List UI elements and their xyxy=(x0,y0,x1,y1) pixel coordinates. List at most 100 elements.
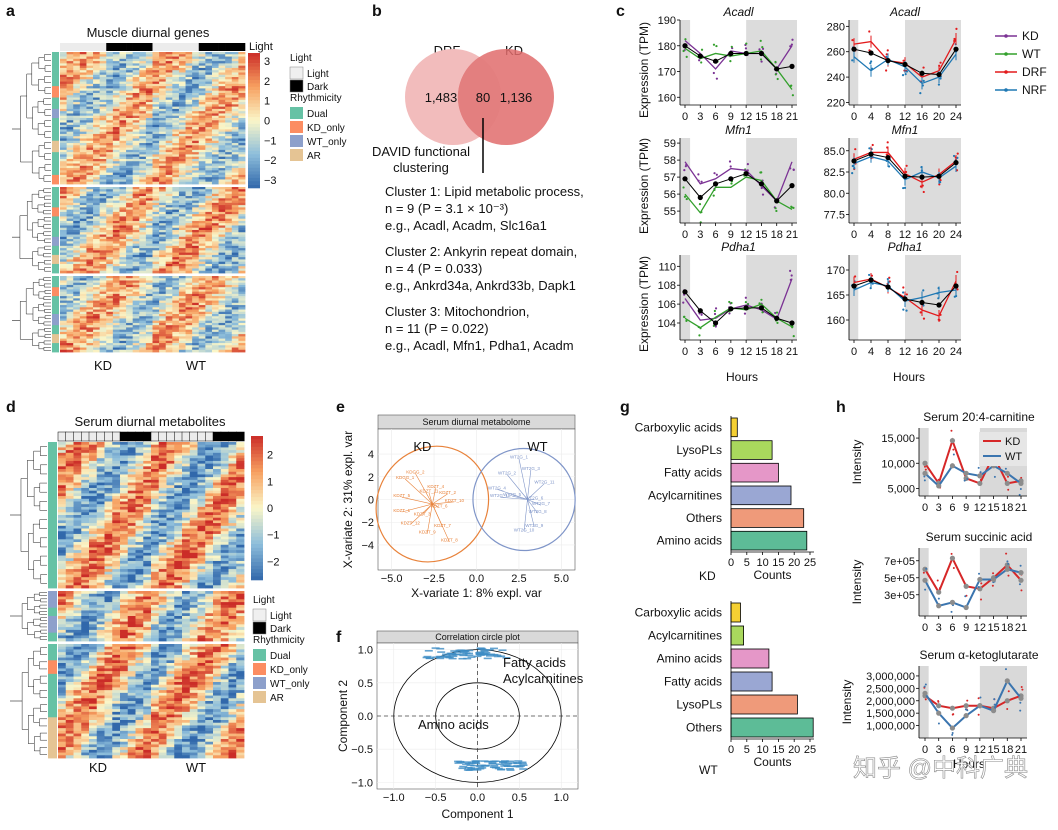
heatmap-cell xyxy=(238,163,246,167)
heatmap-cell xyxy=(185,97,193,101)
heatmap-cell xyxy=(66,191,74,195)
heatmap-cell xyxy=(66,81,74,85)
light-dark-cell xyxy=(66,43,74,51)
heatmap-cell xyxy=(99,239,107,242)
heatmap-cell xyxy=(165,311,173,315)
venn-overlap xyxy=(457,56,502,138)
heatmap-cell xyxy=(66,280,74,284)
heatmap-cell xyxy=(198,181,206,185)
heatmap-cell xyxy=(60,120,68,123)
heatmap-cell xyxy=(66,111,74,114)
heatmap-cell xyxy=(192,223,200,226)
heatmap-cell xyxy=(132,291,140,295)
heatmap-cell xyxy=(172,189,180,192)
heatmap-cell xyxy=(231,327,239,331)
heatmap-cell xyxy=(220,466,229,470)
heatmap-cell xyxy=(93,276,101,279)
heatmap-cell xyxy=(211,266,219,269)
heatmap-cell xyxy=(106,165,114,169)
heatmap-cell xyxy=(86,156,94,160)
heatmap-cell xyxy=(178,86,186,89)
heatmap-cell xyxy=(60,65,68,69)
heatmap-cell xyxy=(126,163,134,167)
heatmap-cell xyxy=(132,234,140,238)
heatmap-cell xyxy=(198,284,206,288)
heatmap-cell xyxy=(86,191,94,195)
heatmap-cell xyxy=(172,187,180,190)
heatmap-cell xyxy=(218,309,226,313)
heatmap-cell xyxy=(192,127,200,130)
heatmap-cell xyxy=(93,340,101,344)
heatmap-cell xyxy=(165,239,173,242)
heatmap-cell xyxy=(119,113,127,117)
heatmap-cell xyxy=(93,307,101,310)
heatmap-cell xyxy=(126,243,134,247)
colorbar-segment xyxy=(248,167,260,172)
heatmap-cell xyxy=(60,329,68,333)
heatmap-cell xyxy=(139,223,147,226)
colorbar-tick-label: 1 xyxy=(264,96,270,108)
heatmap-cell xyxy=(185,334,193,337)
rhythmicity-cell xyxy=(48,555,57,559)
heatmap-cell xyxy=(205,218,213,222)
light-dark-cell xyxy=(65,431,75,442)
heatmap-cell xyxy=(198,261,206,265)
rhythmicity-cell xyxy=(52,106,59,110)
rhythmicity-cell xyxy=(52,232,59,235)
replicate-point xyxy=(885,69,888,72)
heatmap-cell xyxy=(231,266,239,269)
heatmap-cell xyxy=(106,230,114,233)
heatmap-cell xyxy=(211,252,219,256)
heatmap-cell xyxy=(60,106,68,110)
heatmap-cell xyxy=(93,291,101,295)
heatmap-cell xyxy=(238,248,246,251)
heatmap-cell xyxy=(205,455,214,459)
heatmap-cell xyxy=(152,263,160,267)
dendrogram-branch xyxy=(43,340,51,345)
dendrogram-branch xyxy=(44,120,51,127)
heatmap-cell xyxy=(159,296,167,299)
heatmap-cell xyxy=(174,452,183,456)
heatmap-cell xyxy=(132,287,140,290)
heatmap-cell xyxy=(172,207,180,211)
heatmap-cell xyxy=(165,257,173,260)
colorbar-tick-label: 0 xyxy=(264,116,270,128)
heatmap-cell xyxy=(79,120,87,123)
heatmap-cell xyxy=(106,67,114,71)
heatmap-cell xyxy=(192,74,200,78)
gene-heatmap xyxy=(60,52,246,353)
heatmap-cell xyxy=(126,302,134,306)
heatmap-cell xyxy=(119,54,127,57)
rhythmicity-cell xyxy=(52,202,59,206)
heatmap-cell xyxy=(238,122,246,126)
heatmap-cell xyxy=(139,90,147,94)
heatmap-cell xyxy=(89,452,98,456)
heatmap-cell xyxy=(86,161,94,164)
heatmap-cell xyxy=(112,58,120,62)
heatmap-cell xyxy=(185,216,193,220)
heatmap-cell xyxy=(139,291,147,295)
heatmap-cell xyxy=(225,72,233,76)
heatmap-cell xyxy=(198,276,206,279)
heatmap-cell xyxy=(225,325,233,328)
heatmap-cell xyxy=(139,120,147,123)
heatmap-cell xyxy=(145,95,153,98)
heatmap-cell xyxy=(159,152,167,155)
heatmap-cell xyxy=(86,115,94,119)
heatmap-cell xyxy=(119,88,127,92)
heatmap-cell xyxy=(106,72,114,76)
heatmap-cell xyxy=(178,189,186,192)
heatmap-cell xyxy=(182,458,191,462)
heatmap-cell xyxy=(165,104,173,108)
heatmap-cell xyxy=(172,300,180,304)
heatmap-cell xyxy=(139,179,147,183)
dendrogram-branch xyxy=(39,519,47,529)
heatmap-cell xyxy=(139,205,147,208)
heatmap-cell xyxy=(165,300,173,304)
heatmap-cell xyxy=(60,149,68,153)
x-tick-label: 0 xyxy=(682,111,688,123)
heatmap-cell xyxy=(192,179,200,183)
heatmap-cell xyxy=(119,243,127,247)
heatmap-cell xyxy=(231,90,239,94)
